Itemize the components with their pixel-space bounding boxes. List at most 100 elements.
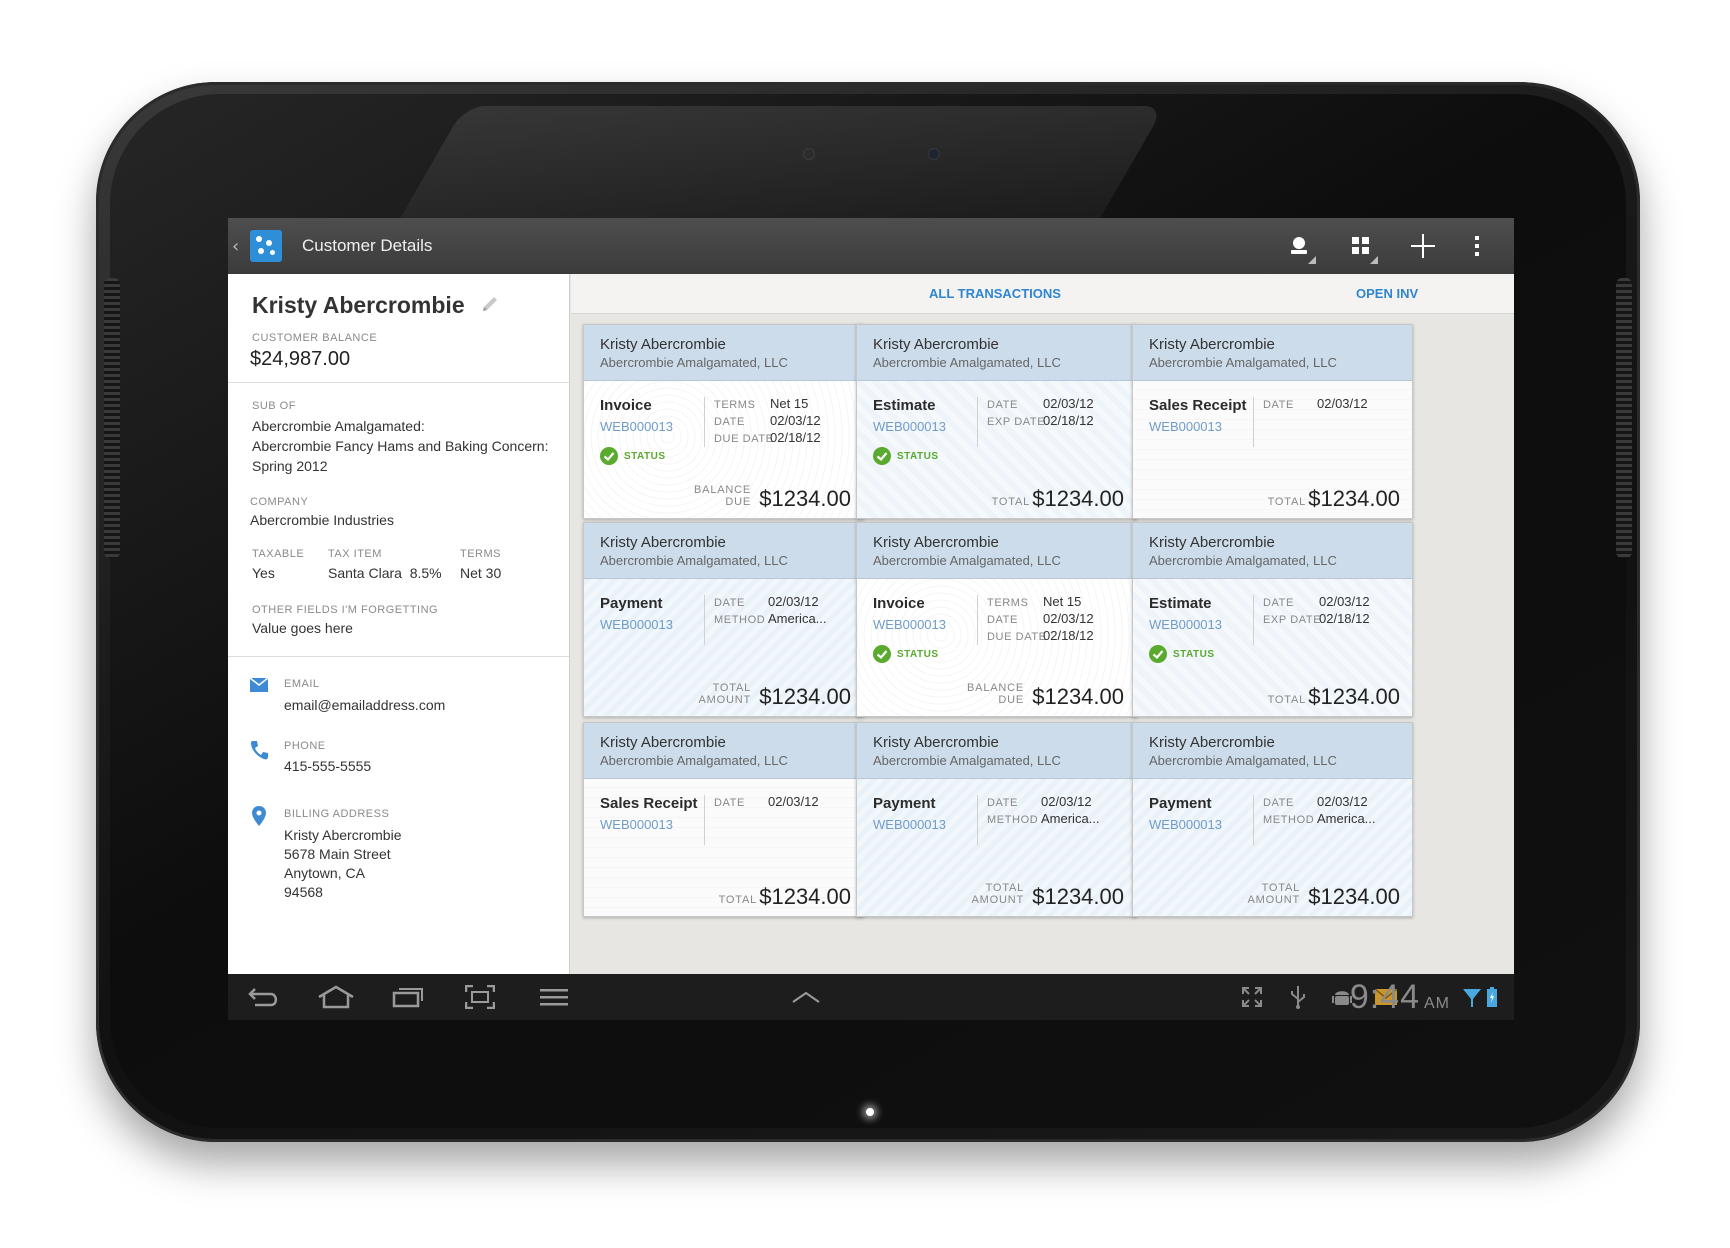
- total-label-line: DUE: [998, 694, 1024, 706]
- envelope-icon: [1375, 989, 1397, 1005]
- card-customer-name: Kristy Abercrombie: [1149, 534, 1275, 551]
- transactions-grid: Kristy Abercrombie Abercrombie Amalgamate…: [571, 314, 1514, 974]
- email-notification-icon[interactable]: [1368, 974, 1404, 1020]
- card-field-labels: TERMS DATE DUE DATE: [987, 595, 1047, 646]
- card-field-label: DATE: [987, 399, 1018, 411]
- transaction-type: Payment: [1149, 795, 1212, 812]
- tab-all-transactions[interactable]: ALL TRANSACTIONS: [929, 286, 1061, 301]
- transaction-card[interactable]: Kristy Abercrombie Abercrombie Amalgamate…: [1132, 722, 1413, 917]
- transaction-card[interactable]: Kristy Abercrombie Abercrombie Amalgamate…: [1132, 522, 1413, 717]
- transaction-number[interactable]: WEB000013: [873, 419, 946, 434]
- fullscreen-icon[interactable]: [1234, 974, 1270, 1020]
- total-label-line: TOTAL: [1267, 694, 1306, 706]
- location-pin-icon: [252, 806, 266, 826]
- card-field-label: METHOD: [714, 614, 766, 626]
- card-company-name: Abercrombie Amalgamated, LLC: [600, 355, 788, 370]
- usb-symbol-icon: [1291, 986, 1305, 1009]
- total-label: TOTAL: [719, 894, 757, 906]
- customer-name: Kristy Abercrombie: [252, 292, 465, 318]
- card-field-values: 02/03/12 America...: [1041, 793, 1100, 827]
- transaction-number[interactable]: WEB000013: [600, 617, 673, 632]
- dropdown-indicator-icon: [1308, 256, 1316, 264]
- card-company-name: Abercrombie Amalgamated, LLC: [873, 753, 1061, 768]
- view-grid-button[interactable]: [1330, 218, 1392, 274]
- card-field-value: Net 15: [1043, 594, 1082, 609]
- menu-button[interactable]: [524, 974, 584, 1020]
- card-field-values: 02/03/12 America...: [768, 593, 827, 627]
- card-field-labels: DATE EXP DATE: [1263, 595, 1321, 629]
- card-field-value: America...: [1317, 811, 1376, 826]
- front-camera: [928, 148, 940, 160]
- up-caret-icon[interactable]: ‹: [232, 235, 240, 257]
- sub-of-label: SUB OF: [252, 400, 296, 412]
- total-label-line: AMOUNT: [698, 694, 751, 706]
- card-field-labels: DATE: [1263, 397, 1294, 414]
- app-logo-icon[interactable]: [250, 230, 282, 262]
- customer-menu-button[interactable]: [1268, 218, 1330, 274]
- card-field-values: 02/03/12 02/18/12: [1043, 395, 1094, 429]
- add-button[interactable]: [1392, 218, 1454, 274]
- check-badge-icon: [873, 447, 891, 465]
- card-field-divider: [704, 595, 705, 645]
- overflow-menu-button[interactable]: [1454, 218, 1500, 274]
- transaction-number[interactable]: WEB000013: [1149, 419, 1222, 434]
- transaction-number[interactable]: WEB000013: [873, 817, 946, 832]
- transaction-number[interactable]: WEB000013: [600, 817, 673, 832]
- status-clock[interactable]: 9:44 AM: [1350, 978, 1450, 1017]
- address-line: Anytown, CA: [284, 865, 365, 881]
- transaction-card[interactable]: Kristy Abercrombie Abercrombie Amalgamate…: [856, 522, 1137, 717]
- transaction-type: Payment: [600, 595, 663, 612]
- transaction-card[interactable]: Kristy Abercrombie Abercrombie Amalgamate…: [583, 722, 864, 917]
- card-field-label: DATE: [714, 597, 745, 609]
- status-label: STATUS: [897, 450, 939, 462]
- pencil-edit-icon[interactable]: [480, 294, 500, 314]
- card-field-value: 02/03/12: [770, 413, 821, 428]
- card-body: Invoice WEB000013 TERMS DATE DUE DATE Net 15 0…: [584, 381, 863, 518]
- check-badge-icon: [1149, 645, 1167, 663]
- transaction-card[interactable]: Kristy Abercrombie Abercrombie Amalgamate…: [583, 324, 864, 519]
- billing-address-value[interactable]: Kristy Abercrombie 5678 Main Street Anyt…: [284, 826, 401, 902]
- card-header: Kristy Abercrombie Abercrombie Amalgamate…: [857, 523, 1136, 579]
- transaction-number[interactable]: WEB000013: [873, 617, 946, 632]
- signal-icon: [1463, 989, 1481, 1007]
- speaker-grill-left: [104, 278, 120, 558]
- home-button[interactable]: [306, 974, 366, 1020]
- recent-apps-button[interactable]: [378, 974, 438, 1020]
- transaction-number[interactable]: WEB000013: [1149, 817, 1222, 832]
- tab-open-invoices[interactable]: OPEN INV: [1356, 286, 1419, 301]
- email-value[interactable]: email@emailaddress.com: [284, 697, 446, 713]
- transaction-type: Estimate: [1149, 595, 1212, 612]
- card-field-values: 02/03/12 02/18/12: [1319, 593, 1370, 627]
- card-field-label: DATE: [987, 614, 1018, 626]
- total-label-line: DUE: [725, 496, 751, 508]
- plus-icon: [1411, 234, 1435, 258]
- transaction-card[interactable]: Kristy Abercrombie Abercrombie Amalgamate…: [856, 324, 1137, 519]
- transaction-card[interactable]: Kristy Abercrombie Abercrombie Amalgamate…: [856, 722, 1137, 917]
- back-button[interactable]: [234, 974, 294, 1020]
- card-field-label: DUE DATE: [987, 631, 1047, 643]
- fullscreen-arrows-icon: [1242, 987, 1262, 1007]
- status-indicator: STATUS: [600, 447, 666, 465]
- card-field-divider: [977, 795, 978, 845]
- card-customer-name: Kristy Abercrombie: [873, 734, 999, 751]
- total-label: BALANCE DUE: [967, 682, 1024, 706]
- card-header: Kristy Abercrombie Abercrombie Amalgamate…: [584, 523, 863, 579]
- transaction-amount: $1234.00: [759, 684, 851, 709]
- card-field-label: TERMS: [714, 399, 756, 411]
- taxable-label: TAXABLE: [252, 548, 305, 560]
- screenshot-button[interactable]: [450, 974, 510, 1020]
- address-line: Kristy Abercrombie: [284, 827, 402, 843]
- customer-balance-value: $24,987.00: [250, 348, 351, 370]
- chevron-up-icon: [792, 991, 820, 1003]
- tax-item-value: Santa Clara 8.5%: [328, 565, 442, 581]
- total-label: BALANCE DUE: [694, 484, 751, 508]
- transaction-card[interactable]: Kristy Abercrombie Abercrombie Amalgamate…: [1132, 324, 1413, 519]
- transaction-amount: $1234.00: [1032, 684, 1124, 709]
- card-body: Invoice WEB000013 TERMS DATE DUE DATE Net 15 0…: [857, 579, 1136, 716]
- transaction-number[interactable]: WEB000013: [1149, 617, 1222, 632]
- transaction-number[interactable]: WEB000013: [600, 419, 673, 434]
- phone-value[interactable]: 415-555-5555: [284, 758, 372, 774]
- transaction-card[interactable]: Kristy Abercrombie Abercrombie Amalgamate…: [583, 522, 864, 717]
- card-customer-name: Kristy Abercrombie: [873, 534, 999, 551]
- quick-launch-button[interactable]: [776, 974, 836, 1020]
